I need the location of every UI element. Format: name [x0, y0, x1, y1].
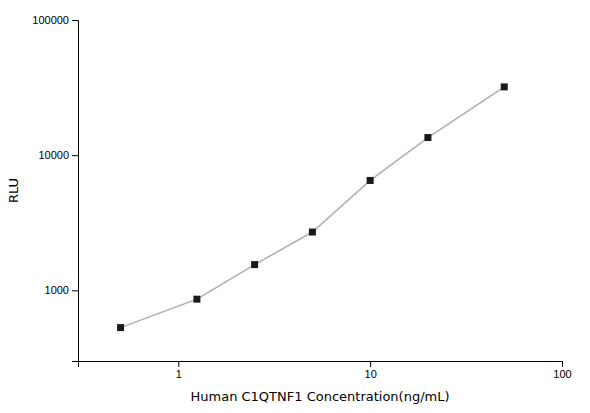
point	[117, 324, 124, 331]
x-axis-title: Human C1QTNF1 Concentration(ng/mL)	[190, 389, 449, 404]
y-tick: 1000	[45, 284, 78, 296]
y-axis: 1000 10000 100000	[32, 14, 78, 361]
y-axis-title: RLU	[6, 178, 21, 203]
y-tick-mark	[72, 155, 78, 156]
x-axis: 1 10 100	[79, 361, 572, 380]
point	[501, 83, 508, 90]
x-tick: 10	[365, 361, 377, 380]
x-tick-label: 10	[365, 368, 377, 380]
x-tick-mark	[370, 361, 371, 367]
x-tick-label: 100	[553, 368, 571, 380]
chart: 1 10 100 1000 10000 100000 Human C1QTNF1 Conce…	[0, 0, 590, 413]
marks	[117, 83, 508, 331]
y-tick-label: 100000	[32, 14, 69, 26]
point	[309, 229, 316, 236]
y-tick-mark	[72, 290, 78, 291]
point	[367, 177, 374, 184]
line	[121, 87, 505, 328]
y-tick: 100000	[32, 14, 78, 26]
y-tick-label: 10000	[38, 149, 69, 161]
x-tick: 100	[553, 361, 571, 380]
x-tick: 1	[176, 361, 182, 380]
point	[251, 261, 258, 268]
plot-area: 1 10 100 1000 10000 100000 Human C1QTNF1 Conce…	[6, 14, 572, 404]
y-tick-label: 1000	[45, 284, 69, 296]
point	[424, 134, 431, 141]
y-tick-mark	[72, 20, 78, 21]
x-tick-label: 1	[176, 368, 182, 380]
y-axis-line	[72, 21, 79, 362]
x-tick-mark	[178, 361, 179, 367]
point	[193, 296, 200, 303]
x-axis-line	[79, 362, 563, 368]
x-tick-mark	[562, 361, 563, 367]
y-tick: 10000	[38, 149, 78, 161]
